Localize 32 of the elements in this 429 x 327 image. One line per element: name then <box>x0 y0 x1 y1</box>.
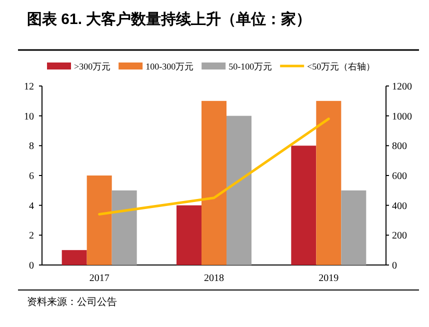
y2-tick-label: 0 <box>392 260 397 272</box>
legend-label: 100-300万元 <box>146 62 194 72</box>
y2-tick-label: 200 <box>392 230 407 242</box>
y2-tick-label: 1200 <box>392 82 412 92</box>
y-tick-label: 2 <box>29 230 34 242</box>
y-tick-label: 8 <box>29 141 34 152</box>
y2-tick-label: 1000 <box>392 111 412 122</box>
bar <box>62 250 87 265</box>
legend-label: >300万元 <box>74 62 111 72</box>
bar <box>202 100 226 265</box>
legend-label: <50万元（右轴） <box>307 62 376 72</box>
x-tick-label: 2018 <box>204 273 224 284</box>
bar <box>86 176 112 265</box>
y-tick-label: 10 <box>24 111 34 122</box>
y-tick-label: 4 <box>29 200 34 212</box>
bar <box>316 100 342 265</box>
y-tick-label: 6 <box>29 171 34 182</box>
y-tick-label: 12 <box>24 82 34 92</box>
bar <box>112 190 137 265</box>
y2-tick-label: 600 <box>392 171 407 182</box>
chart-title: 图表 61. 大客户数量持续上升（单位：家） <box>27 10 312 28</box>
y-tick-label: 0 <box>29 260 34 272</box>
x-tick-label: 2017 <box>89 273 110 284</box>
bar <box>341 190 366 265</box>
x-tick-label: 2019 <box>318 273 339 284</box>
bar <box>176 205 202 265</box>
text: 资料来源：公司公告 <box>27 296 117 308</box>
legend-label: 50-100万元 <box>228 62 272 72</box>
y2-tick-label: 400 <box>392 200 407 212</box>
y2-tick-label: 800 <box>392 141 407 152</box>
bar <box>226 116 252 265</box>
bar <box>291 146 316 265</box>
